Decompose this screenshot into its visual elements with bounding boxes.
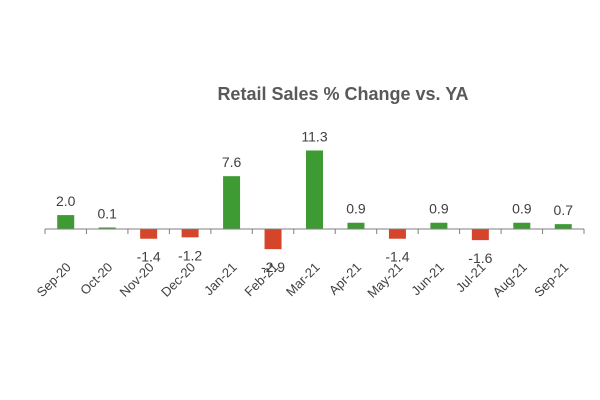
data-labels-group: 2.0 0.1 -1.4 -1.2 7.6 -2.9 11.3 0.9 -1.4 0.9 -1.6 0… xyxy=(56,128,573,275)
data-label-jul-21: -1.6 xyxy=(468,250,492,266)
bar-sep-20 xyxy=(57,215,75,229)
chart-title: Retail Sales % Change vs. YA xyxy=(217,84,468,104)
bar-feb-21 xyxy=(264,229,282,250)
bars-group xyxy=(57,150,572,250)
data-label-dec-20: -1.2 xyxy=(178,247,202,263)
x-tick-label-jun-21: Jun-21 xyxy=(408,260,447,299)
x-tick-label-nov-20: Nov-20 xyxy=(117,260,157,300)
bar-jun-21 xyxy=(430,222,448,229)
bar-jan-21 xyxy=(223,176,241,229)
x-tick-label-dec-20: Dec-20 xyxy=(158,260,198,300)
data-label-mar-21: 11.3 xyxy=(301,128,327,144)
x-tick-label-jan-21: Jan-21 xyxy=(201,260,240,299)
x-tick-label-oct-20: Oct-20 xyxy=(77,260,115,298)
data-label-jun-21: 0.9 xyxy=(429,201,449,217)
data-label-aug-21: 0.9 xyxy=(512,201,532,217)
bar-dec-20 xyxy=(181,229,199,238)
bar-aug-21 xyxy=(513,222,531,229)
x-tick-label-apr-21: Apr-21 xyxy=(326,260,364,298)
bar-nov-20 xyxy=(140,229,158,239)
data-label-sep-20: 2.0 xyxy=(56,193,76,209)
bar-apr-21 xyxy=(347,222,365,229)
data-label-apr-21: 0.9 xyxy=(346,201,366,217)
x-tick-label-aug-21: Aug-21 xyxy=(490,260,530,300)
x-tick-label-may-21: May-21 xyxy=(364,260,405,301)
bar-may-21 xyxy=(388,229,406,239)
x-tick-label-mar-21: Mar-21 xyxy=(283,260,323,300)
bar-jul-21 xyxy=(471,229,489,241)
bar-sep-21 xyxy=(554,224,572,229)
x-tick-label-sep-20: Sep-20 xyxy=(34,260,74,300)
bar-mar-21 xyxy=(306,150,323,229)
data-label-feb-21: -2.9 xyxy=(261,259,285,275)
data-label-nov-20: -1.4 xyxy=(137,249,161,265)
bar-oct-20 xyxy=(98,227,116,229)
data-label-jan-21: 7.6 xyxy=(222,154,242,170)
x-tick-label-sep-21: Sep-21 xyxy=(531,260,571,300)
data-label-oct-20: 0.1 xyxy=(97,206,117,222)
data-label-sep-21: 0.7 xyxy=(554,202,574,218)
data-label-may-21: -1.4 xyxy=(385,249,409,265)
axis-ticks-group xyxy=(44,229,585,234)
